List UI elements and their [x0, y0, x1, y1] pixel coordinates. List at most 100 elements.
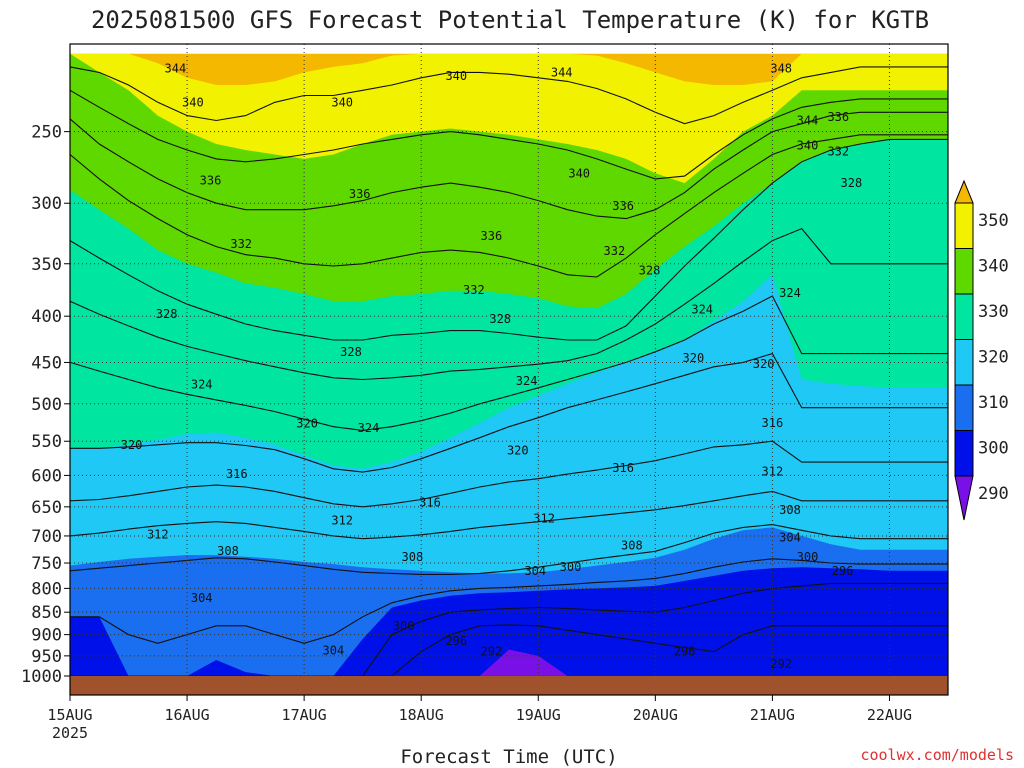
contour-label: 332 [827, 145, 849, 159]
plot-frame [69, 43, 949, 696]
y-tick-label: 700 [31, 527, 62, 547]
contour-label: 308 [779, 503, 801, 517]
isentrope-300 [70, 558, 948, 644]
y-tick-label: 1000 [21, 667, 62, 687]
isentrope-312 [69, 440, 948, 508]
contour-label: 316 [612, 461, 634, 475]
contour-label: 320 [121, 438, 143, 452]
y-tick-label: 350 [31, 255, 62, 275]
contour-label: 320 [753, 357, 775, 371]
isentrope-336 [69, 111, 948, 220]
y-tick-label: 500 [31, 395, 62, 415]
contour-label: 336 [349, 187, 371, 201]
contour-label: 296 [674, 645, 696, 659]
y-tick-label: 600 [31, 466, 62, 486]
contour-label: 296 [445, 634, 467, 648]
colorbar-bin [954, 202, 974, 249]
contour-label: 292 [770, 657, 792, 671]
y-tick-label: 400 [31, 307, 62, 327]
x-axis-label: Forecast Time (UTC) [400, 746, 617, 768]
y-tick-label: 800 [31, 579, 62, 599]
contour-label: 336 [612, 199, 634, 213]
contour-label: 340 [331, 95, 353, 109]
colorbar-arrow-top [954, 179, 974, 204]
colorbar-bin [954, 248, 974, 295]
colorbar-label: 300 [978, 439, 1009, 459]
contour-label: 300 [797, 550, 819, 564]
theta-band-290 [70, 567, 948, 676]
contour-label: 324 [516, 374, 538, 388]
contour-label: 336 [827, 110, 849, 124]
x-tick-label: 21AUG [750, 706, 795, 724]
y-tick-label: 550 [31, 432, 62, 452]
contour-label: 320 [296, 417, 318, 431]
x-tick-label: 15AUG [47, 706, 92, 724]
isentrope-308 [69, 490, 948, 540]
contour-label: 300 [560, 560, 582, 574]
colorbar-bin [954, 339, 974, 386]
colorbar: 350 340 330 320 310 300 290 [954, 179, 1009, 521]
ground-bar [70, 676, 948, 695]
plot-area: 344 340 336 340 336 332 328 340 344 340 336 332 336 3… [69, 43, 949, 696]
contour-label: 320 [683, 351, 705, 365]
contour-label: 324 [779, 286, 801, 300]
contour-label: 308 [217, 544, 239, 558]
contour-label: 292 [481, 645, 503, 659]
contour-label: 332 [230, 237, 252, 251]
y-tick-label: 300 [31, 194, 62, 214]
contour-label: 348 [770, 62, 792, 76]
x-tick-label: 20AUG [633, 706, 678, 724]
y-tick-label: 900 [31, 626, 62, 646]
colorbar-label: 320 [978, 348, 1009, 368]
x-axis: 15AUG 16AUG 17AUG 18AUG 19AUG 20AUG 21AUG 22AUG [47, 695, 912, 724]
isentrope-324 [69, 227, 948, 381]
contour-label: 316 [762, 416, 784, 430]
x-tick-label: 18AUG [399, 706, 444, 724]
contour-label: 308 [402, 550, 424, 564]
theta-band-280 [70, 649, 948, 676]
contour-label: 344 [551, 65, 573, 79]
contour-labels: 344 340 336 340 336 332 328 340 344 340 336 332 336 3… [121, 62, 863, 671]
contour-label: 304 [191, 591, 213, 605]
y-tick-label: 450 [31, 353, 62, 373]
y-tick-label: 750 [31, 554, 62, 574]
contour-label: 328 [156, 307, 178, 321]
contour-label: 340 [797, 139, 819, 153]
site-credit: coolwx.com/models [860, 746, 1014, 764]
contour-label: 328 [841, 176, 863, 190]
contour-label: 300 [393, 619, 415, 633]
contour-label: 332 [604, 244, 626, 258]
x-tick-label: 17AUG [282, 706, 327, 724]
isentrope-320 [69, 295, 948, 431]
contour-label: 296 [832, 564, 854, 578]
contour-label: 312 [762, 465, 784, 479]
colorbar-label: 290 [978, 484, 1009, 504]
contour-label: 332 [463, 283, 485, 297]
contour-label: 312 [147, 527, 169, 541]
contour-label: 304 [524, 564, 546, 578]
isentrope-332 [69, 134, 948, 278]
chart-title: 2025081500 GFS Forecast Potential Temper… [91, 6, 929, 34]
contour-label: 304 [323, 643, 345, 657]
contour-label: 316 [226, 467, 248, 481]
contour-label: 316 [419, 496, 441, 510]
contour-label: 328 [340, 345, 362, 359]
y-tick-label: 850 [31, 603, 62, 623]
colorbar-bin [954, 384, 974, 431]
contour-label: 324 [691, 302, 713, 316]
x-tick-label: 16AUG [164, 706, 209, 724]
colorbar-label: 310 [978, 393, 1009, 413]
colorbar-label: 350 [978, 211, 1009, 231]
y-tick-label: 950 [31, 647, 62, 667]
contour-label: 324 [358, 421, 380, 435]
contour-label: 344 [797, 114, 819, 128]
contour-label: 312 [533, 512, 555, 526]
contour-label: 340 [182, 95, 204, 109]
contour-label: 328 [639, 263, 661, 277]
contour-label: 336 [200, 173, 222, 187]
contour-label: 340 [568, 166, 590, 180]
isentrope-316 [70, 352, 948, 473]
x-tick-label: 22AUG [867, 706, 912, 724]
contour-label: 308 [621, 538, 643, 552]
